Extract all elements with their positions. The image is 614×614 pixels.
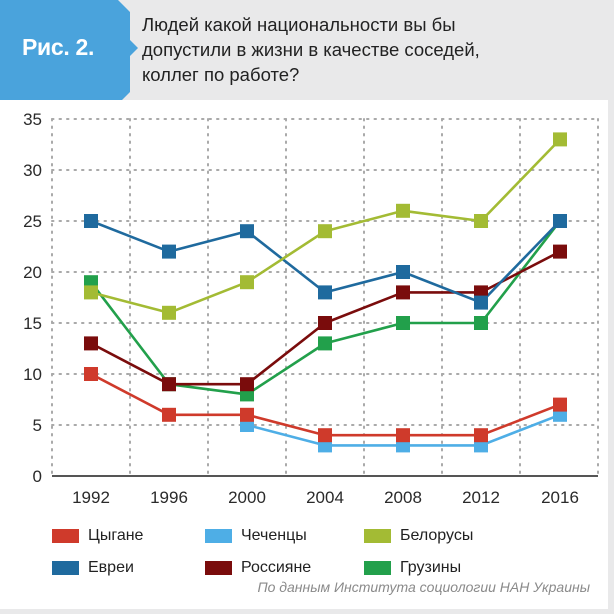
title-line: Людей какой национальности вы бы [142, 14, 456, 35]
data-point-marker [553, 214, 567, 228]
y-tick-label: 25 [23, 212, 42, 231]
chart-panel [0, 100, 608, 609]
x-tick-label: 2008 [384, 488, 422, 507]
data-point-marker [240, 275, 254, 290]
figure-badge: Рис. 2. [0, 0, 138, 100]
data-point-marker [474, 214, 488, 228]
legend-item: Россияне [205, 559, 311, 577]
legend-label: Белорусы [400, 527, 474, 544]
data-point-marker [396, 265, 410, 279]
data-point-marker [553, 244, 567, 259]
data-point-marker [396, 203, 410, 218]
legend-item: Грузины [364, 559, 461, 577]
data-point-marker [240, 377, 254, 392]
title-line: допустили в жизни в качестве соседей, [142, 39, 480, 60]
legend-swatch [52, 561, 79, 575]
data-point-marker [553, 132, 567, 147]
x-tick-label: 2004 [306, 488, 344, 507]
legend-label: Чеченцы [241, 527, 307, 544]
legend-swatch [205, 561, 232, 575]
legend-swatch [205, 529, 232, 543]
figure-title: Людей какой национальности вы бы допусти… [142, 12, 602, 87]
data-point-marker [162, 244, 176, 259]
title-line: коллег по работе? [142, 64, 300, 85]
legend-label: Грузины [400, 559, 462, 576]
figure-header: Рис. 2. Людей какой национальности вы бы… [0, 0, 614, 100]
data-point-marker [84, 285, 98, 300]
data-point-marker [396, 316, 410, 330]
y-tick-label: 0 [33, 467, 42, 486]
badge-shape [0, 0, 138, 100]
legend-label: Россияне [241, 559, 312, 576]
data-point-marker [84, 214, 98, 228]
data-point-marker [84, 336, 98, 351]
legend-item: Цыгане [52, 527, 143, 545]
data-point-marker [162, 407, 176, 422]
x-tick-label: 1996 [150, 488, 188, 507]
y-tick-label: 10 [23, 365, 42, 384]
legend-label: Евреи [88, 559, 134, 576]
data-point-marker [318, 316, 332, 330]
data-point-marker [474, 428, 488, 443]
x-tick-label: 2016 [541, 488, 579, 507]
x-tick-label: 2000 [228, 488, 266, 507]
data-point-marker [318, 285, 332, 300]
data-point-marker [318, 336, 332, 351]
series-line-5 [89, 220, 562, 396]
y-tick-label: 30 [23, 161, 42, 180]
data-point-marker [240, 407, 254, 422]
y-tick-label: 15 [23, 314, 42, 333]
y-tick-label: 5 [33, 416, 42, 435]
data-point-marker [318, 224, 332, 239]
source-note: По данным Института социологии НАН Украи… [257, 579, 590, 595]
data-point-marker [318, 428, 332, 443]
legend-item: Евреи [52, 559, 134, 577]
y-tick-label: 35 [23, 110, 42, 129]
data-point-marker [396, 285, 410, 300]
series-line-0 [90, 372, 561, 437]
data-point-marker [396, 428, 410, 443]
legend-swatch [364, 561, 391, 575]
data-point-marker [474, 295, 488, 310]
data-point-marker [162, 377, 176, 392]
legend-swatch [52, 529, 79, 543]
x-tick-label: 1992 [72, 488, 110, 507]
data-point-marker [162, 305, 176, 320]
data-point-marker [240, 224, 254, 239]
legend-item: Белорусы [364, 527, 473, 545]
data-point-marker [84, 367, 98, 381]
data-point-marker [474, 316, 488, 330]
y-tick-label: 20 [23, 263, 42, 282]
legend-item: Чеченцы [205, 527, 307, 545]
x-tick-label: 2012 [462, 488, 500, 507]
data-point-marker [553, 397, 567, 412]
figure-number: Рис. 2. [22, 34, 95, 60]
legend-swatch [364, 529, 391, 543]
legend-label: Цыгане [88, 527, 144, 544]
